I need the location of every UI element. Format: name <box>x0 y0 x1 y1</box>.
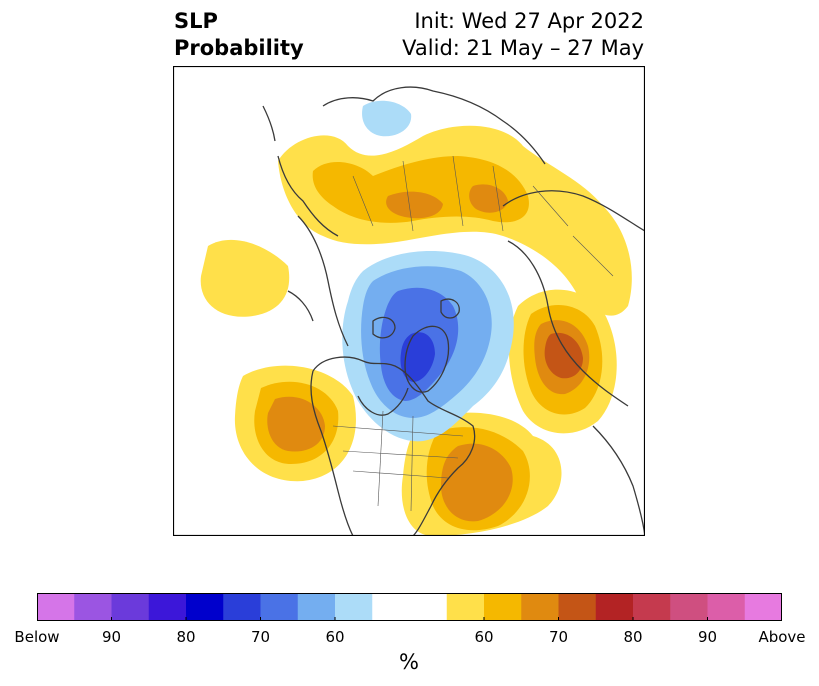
colorbar-tick-label: 90 <box>101 628 122 646</box>
colorbar-swatch <box>186 593 224 621</box>
north-pacific-above-anomaly <box>200 239 290 317</box>
colorbar-tick-label: Below <box>14 628 60 646</box>
colorbar-swatch <box>484 593 522 621</box>
colorbar-tick-label: 70 <box>548 628 569 646</box>
colorbar-swatch <box>409 593 448 621</box>
map-frame <box>173 66 645 536</box>
title-left: SLP Probability <box>174 8 304 62</box>
west-coast-above-anomaly <box>234 365 356 482</box>
variable-title: SLP <box>174 9 218 33</box>
colorbar-swatch <box>595 593 634 621</box>
colorbar-swatch <box>260 593 299 621</box>
colorbar-tick-label: 90 <box>697 628 718 646</box>
colorbar-swatch <box>744 593 782 621</box>
colorbar-swatch <box>633 593 671 621</box>
title-right: Init: Wed 27 Apr 2022 Valid: 21 May – 27… <box>402 8 644 62</box>
boundary-layer <box>332 155 614 512</box>
colorbar-swatch <box>446 593 485 621</box>
colorbar-swatch <box>111 593 150 621</box>
arctic-below-anomaly <box>342 251 514 442</box>
colorbar-swatch <box>223 593 261 621</box>
coastline-layer <box>262 86 645 536</box>
east-siberia-below-anomaly <box>362 100 412 137</box>
colorbar-swatch <box>297 593 336 621</box>
colorbar-tick-label: Above <box>758 628 806 646</box>
colorbar-swatch <box>37 593 75 621</box>
colorbar-tick-label: 60 <box>474 628 494 646</box>
colorbar <box>37 593 782 621</box>
eastern-na-above-anomaly <box>401 412 562 536</box>
init-date: Init: Wed 27 Apr 2022 <box>414 9 644 33</box>
colorbar-swatch <box>707 593 746 621</box>
colorbar-swatch <box>521 593 559 621</box>
colorbar-swatch <box>148 593 187 621</box>
colorbar-swatch <box>372 593 410 621</box>
colorbar-tick-label: 80 <box>623 628 643 646</box>
colorbar-tick-label: 60 <box>325 628 345 646</box>
probability-map <box>173 66 645 536</box>
valid-range: Valid: 21 May – 27 May <box>402 36 644 60</box>
colorbar-tick-label: 70 <box>250 628 271 646</box>
colorbar-unit: % <box>399 650 419 674</box>
colorbar-swatch <box>558 593 597 621</box>
north-atlantic-above-anomaly <box>508 289 617 434</box>
colorbar-tick-label: 80 <box>176 628 196 646</box>
metric-title: Probability <box>174 36 304 60</box>
colorbar-swatch <box>670 593 708 621</box>
eurasia-above-anomaly <box>278 125 632 316</box>
colorbar-swatch <box>74 593 112 621</box>
colorbar-swatch <box>335 593 373 621</box>
colorbar-frame <box>37 593 782 621</box>
